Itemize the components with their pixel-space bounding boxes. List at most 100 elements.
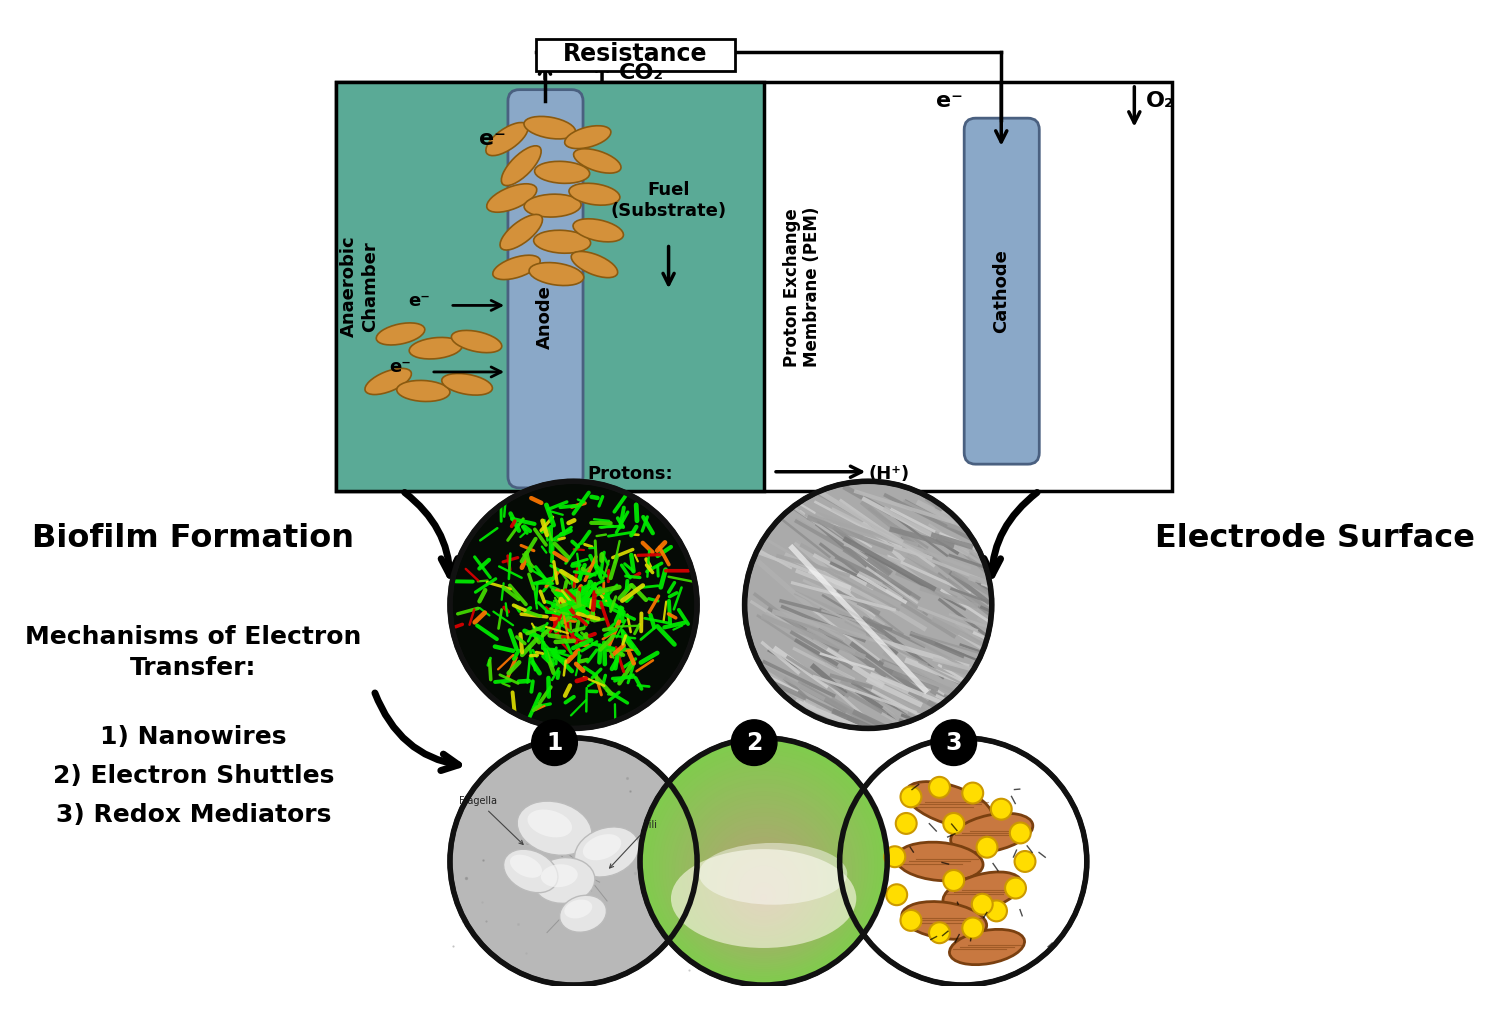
Ellipse shape: [944, 871, 1022, 912]
Ellipse shape: [500, 214, 543, 250]
Bar: [336, 82, 764, 490]
Ellipse shape: [574, 827, 639, 877]
Ellipse shape: [560, 896, 606, 932]
Ellipse shape: [584, 834, 621, 860]
Bar: [336, 82, 1173, 490]
Circle shape: [886, 885, 908, 905]
Circle shape: [1005, 878, 1026, 899]
Circle shape: [900, 787, 921, 808]
Ellipse shape: [572, 252, 618, 278]
Text: (H⁺): (H⁺): [868, 465, 909, 482]
Circle shape: [726, 849, 801, 925]
Circle shape: [840, 738, 1088, 985]
Circle shape: [640, 738, 886, 985]
Ellipse shape: [542, 864, 578, 888]
Circle shape: [662, 766, 866, 970]
Circle shape: [656, 758, 872, 974]
Ellipse shape: [564, 900, 592, 918]
Text: Flagella: Flagella: [459, 797, 524, 844]
Ellipse shape: [486, 184, 537, 212]
Ellipse shape: [494, 255, 540, 280]
Circle shape: [720, 841, 809, 929]
Ellipse shape: [564, 125, 610, 149]
Ellipse shape: [510, 854, 542, 878]
Text: CO₂: CO₂: [620, 63, 664, 83]
Circle shape: [744, 874, 783, 912]
Ellipse shape: [532, 857, 596, 904]
Ellipse shape: [896, 842, 983, 881]
Ellipse shape: [670, 849, 856, 948]
Text: 3: 3: [945, 731, 962, 754]
Circle shape: [704, 820, 824, 940]
Circle shape: [896, 813, 916, 834]
Circle shape: [687, 800, 840, 951]
Bar: [536, 39, 735, 71]
Circle shape: [928, 922, 950, 943]
Circle shape: [712, 833, 815, 934]
Ellipse shape: [441, 373, 492, 395]
Text: Cathode: Cathode: [993, 250, 1011, 333]
Ellipse shape: [452, 331, 503, 353]
Circle shape: [760, 895, 766, 901]
Ellipse shape: [364, 368, 411, 394]
Circle shape: [758, 891, 770, 903]
Ellipse shape: [534, 162, 590, 183]
Ellipse shape: [568, 183, 620, 205]
Circle shape: [652, 754, 874, 977]
Text: Mechanisms of Electron
Transfer:: Mechanisms of Electron Transfer:: [26, 625, 361, 680]
Circle shape: [972, 894, 993, 915]
Ellipse shape: [573, 218, 624, 242]
Circle shape: [976, 837, 998, 857]
Circle shape: [672, 779, 855, 962]
Text: Anaerobic
Chamber: Anaerobic Chamber: [340, 236, 380, 338]
Circle shape: [752, 882, 777, 908]
Circle shape: [754, 887, 772, 905]
Text: e⁻: e⁻: [936, 91, 963, 111]
Circle shape: [738, 865, 789, 916]
Ellipse shape: [528, 810, 572, 837]
Circle shape: [735, 861, 792, 919]
Ellipse shape: [524, 194, 580, 217]
Ellipse shape: [501, 146, 542, 186]
Ellipse shape: [376, 323, 424, 345]
Circle shape: [650, 750, 878, 979]
Ellipse shape: [902, 902, 987, 939]
Circle shape: [681, 792, 846, 956]
Ellipse shape: [906, 782, 993, 827]
Text: 2: 2: [746, 731, 762, 754]
Circle shape: [1014, 851, 1035, 871]
Circle shape: [531, 720, 578, 765]
FancyBboxPatch shape: [964, 118, 1040, 464]
Circle shape: [963, 783, 982, 804]
Text: e⁻: e⁻: [408, 291, 430, 309]
Text: 1) Nanowires
2) Electron Shuttles
3) Redox Mediators: 1) Nanowires 2) Electron Shuttles 3) Red…: [53, 725, 334, 827]
Circle shape: [986, 901, 1006, 921]
Circle shape: [885, 846, 906, 867]
Circle shape: [716, 837, 812, 932]
Circle shape: [700, 816, 826, 943]
Circle shape: [710, 829, 818, 936]
Circle shape: [692, 804, 837, 949]
Ellipse shape: [699, 843, 847, 905]
Circle shape: [706, 824, 821, 938]
Circle shape: [928, 776, 950, 798]
Circle shape: [963, 918, 982, 938]
Text: Protons:: Protons:: [588, 465, 674, 482]
Circle shape: [678, 788, 849, 958]
Circle shape: [748, 878, 780, 910]
Circle shape: [732, 857, 795, 921]
Text: Pili: Pili: [609, 820, 657, 868]
Ellipse shape: [573, 149, 621, 173]
Text: O₂: O₂: [1146, 91, 1174, 111]
Circle shape: [694, 808, 834, 947]
Circle shape: [900, 910, 921, 931]
Text: Proton Exchange
Membrane (PEM): Proton Exchange Membrane (PEM): [783, 206, 822, 367]
Circle shape: [450, 481, 698, 728]
Ellipse shape: [534, 231, 591, 253]
Circle shape: [675, 784, 852, 960]
Circle shape: [684, 796, 843, 954]
Ellipse shape: [398, 380, 450, 401]
Circle shape: [741, 869, 786, 914]
Circle shape: [698, 812, 830, 945]
Circle shape: [744, 481, 992, 728]
